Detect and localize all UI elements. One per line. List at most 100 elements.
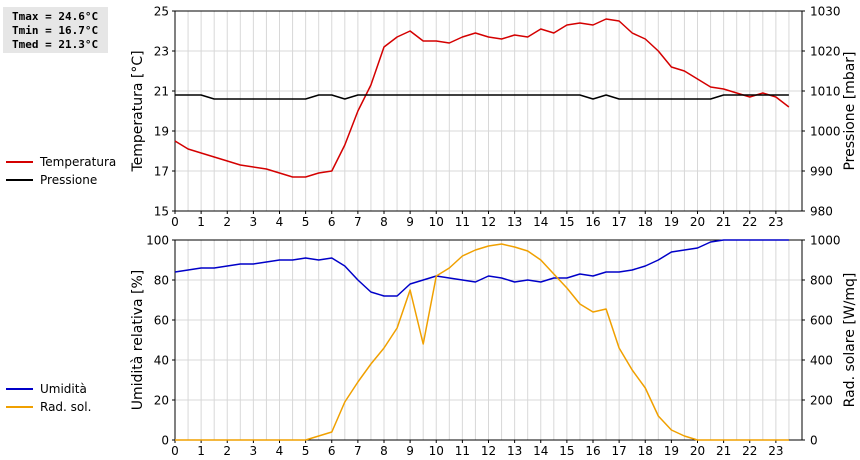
legend-item-umidita: Umidità [6, 380, 91, 398]
legend-top: Temperatura Pressione [6, 153, 116, 189]
y2-tick-label: 1030 [810, 5, 841, 19]
y-tick-label: 80 [154, 274, 169, 288]
x-tick-label: 21 [716, 444, 731, 458]
legend-item-pressione: Pressione [6, 171, 116, 189]
x-tick-label: 9 [406, 215, 414, 229]
x-tick-label: 16 [585, 444, 600, 458]
x-tick-label: 4 [276, 444, 284, 458]
y-tick-label: 15 [154, 205, 169, 219]
x-tick-label: 9 [406, 444, 414, 458]
x-tick-label: 5 [302, 215, 310, 229]
x-tick-label: 19 [664, 215, 679, 229]
x-tick-label: 5 [302, 444, 310, 458]
y-tick-label: 0 [161, 434, 169, 448]
x-tick-label: 22 [742, 215, 757, 229]
x-tick-label: 20 [690, 444, 705, 458]
y-tick-label: 21 [154, 85, 169, 99]
x-tick-label: 13 [507, 215, 522, 229]
y2-tick-label: 980 [810, 205, 833, 219]
x-tick-label: 11 [455, 215, 470, 229]
x-tick-label: 14 [533, 444, 548, 458]
y2-tick-label: 200 [810, 394, 833, 408]
y2-tick-label: 0 [810, 434, 818, 448]
x-tick-label: 10 [429, 215, 444, 229]
y-tick-label: 17 [154, 165, 169, 179]
legend-label-temperatura: Temperatura [40, 155, 117, 169]
y2-tick-label: 1010 [810, 85, 841, 99]
series-line-temperatura [174, 18, 790, 178]
x-tick-label: 11 [455, 444, 470, 458]
x-tick-label: 3 [250, 444, 258, 458]
legend-bottom: Umidità Rad. sol. [6, 380, 91, 416]
y2-tick-label: 600 [810, 314, 833, 328]
series-line-umidit [174, 239, 789, 297]
x-tick-label: 17 [611, 215, 626, 229]
x-tick-label: 23 [768, 444, 783, 458]
x-tick-label: 13 [507, 444, 522, 458]
y-tick-label: 20 [154, 394, 169, 408]
series-line-pressione [175, 94, 789, 100]
x-tick-label: 2 [223, 215, 231, 229]
y2-tick-label: 1020 [810, 45, 841, 59]
x-tick-label: 23 [768, 215, 783, 229]
y-tick-label: 100 [146, 234, 169, 248]
y-tick-label: 19 [154, 125, 169, 139]
y2-tick-label: 400 [810, 354, 833, 368]
legend-label-umidita: Umidità [40, 382, 87, 396]
chart-temperature-pressure: 0 1 2 3 4 5 6 7 8 9 10 11 12 13 14 15 16 17 18 19 20 21 22 2315… [130, 5, 858, 230]
x-tick-label: 7 [354, 215, 362, 229]
stat-tmin: Tmin = 16.7°C [12, 24, 99, 37]
x-tick-label: 16 [585, 215, 600, 229]
x-tick-label: 8 [380, 444, 388, 458]
y2-tick-label: 800 [810, 274, 833, 288]
legend-swatch-temperatura [6, 161, 33, 163]
x-tick-label: 21 [716, 215, 731, 229]
x-tick-label: 0 [171, 444, 179, 458]
x-tick-label: 8 [380, 215, 388, 229]
x-tick-label: 6 [328, 215, 336, 229]
x-tick-label: 6 [328, 444, 336, 458]
y2-tick-label: 1000 [810, 234, 841, 248]
x-tick-label: 20 [690, 215, 705, 229]
y2-axis-label: Pressione [mbar] [842, 51, 858, 170]
legend-label-pressione: Pressione [40, 173, 98, 187]
x-tick-label: 19 [664, 444, 679, 458]
x-tick-label: 0 [171, 215, 179, 229]
x-tick-label: 2 [223, 444, 231, 458]
y-axis-label: Umidità relativa [%] [130, 270, 146, 411]
y2-axis-label: Rad. solare [W/mq] [842, 273, 858, 408]
x-tick-label: 1 [197, 444, 205, 458]
x-tick-label: 4 [276, 215, 284, 229]
x-tick-label: 18 [638, 444, 653, 458]
y-tick-label: 40 [154, 354, 169, 368]
x-tick-label: 12 [481, 444, 496, 458]
stats-box: Tmax = 24.6°C Tmin = 16.7°C Tmed = 21.3°… [3, 7, 108, 53]
stat-tmax: Tmax = 24.6°C [12, 10, 99, 23]
series-line-rad-sol [175, 243, 789, 441]
stat-tmed: Tmed = 21.3°C [12, 38, 99, 51]
y-tick-label: 23 [154, 45, 169, 59]
x-tick-label: 17 [611, 444, 626, 458]
y2-tick-label: 990 [810, 165, 833, 179]
x-tick-label: 18 [638, 215, 653, 229]
legend-swatch-rad-sol [6, 406, 33, 408]
x-tick-label: 15 [559, 215, 574, 229]
y2-tick-label: 1000 [810, 125, 841, 139]
x-tick-label: 12 [481, 215, 496, 229]
x-tick-label: 10 [429, 444, 444, 458]
x-tick-label: 22 [742, 444, 757, 458]
legend-label-rad-sol: Rad. sol. [40, 400, 92, 414]
y-tick-label: 60 [154, 314, 169, 328]
legend-swatch-pressione [6, 179, 33, 181]
x-tick-label: 1 [197, 215, 205, 229]
legend-item-rad-sol: Rad. sol. [6, 398, 91, 416]
x-tick-label: 7 [354, 444, 362, 458]
x-tick-label: 15 [559, 444, 574, 458]
chart-humidity-radiation: 0 1 2 3 4 5 6 7 8 9 10 11 12 13 14 15 16 17 18 19 20 21 22 2302… [130, 234, 858, 459]
x-tick-label: 14 [533, 215, 548, 229]
y-tick-label: 25 [154, 5, 169, 19]
legend-item-temperatura: Temperatura [6, 153, 116, 171]
legend-swatch-umidita [6, 388, 33, 390]
x-tick-label: 3 [250, 215, 258, 229]
